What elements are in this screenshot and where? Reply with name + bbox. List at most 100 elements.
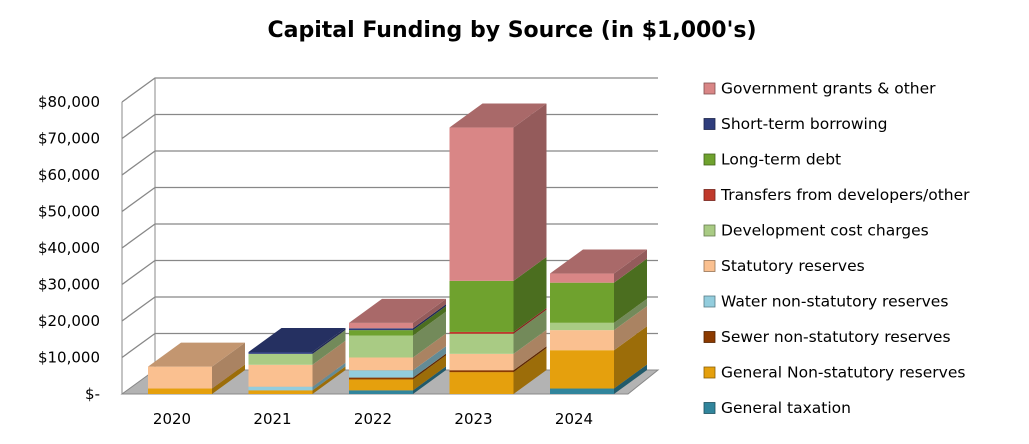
bar-segment	[248, 328, 346, 354]
bar-side	[413, 304, 446, 331]
legend-swatch	[703, 224, 716, 237]
bar-front	[449, 353, 514, 371]
legend-label: General Non-statutory reserves	[721, 364, 965, 382]
legend-item: Sewer non-statutory reserves	[703, 328, 951, 346]
x-tick-label: 2020	[153, 410, 191, 428]
legend-label: Transfers from developers/other	[720, 186, 970, 204]
y-tick-label: $10,000	[38, 349, 100, 367]
bar-side	[513, 256, 547, 332]
x-tick-label: 2022	[354, 410, 392, 428]
bar-front	[550, 322, 614, 331]
bar-segment	[349, 333, 446, 371]
legend-item: Government grants & other	[703, 80, 936, 98]
bar-segment	[349, 355, 446, 391]
bar-side	[413, 306, 446, 336]
bar-segment	[349, 298, 446, 329]
bar-segment	[449, 348, 547, 394]
bar-front	[449, 370, 514, 373]
bar-front	[550, 350, 614, 389]
x-tick-label: 2021	[253, 410, 291, 428]
legend-swatch	[703, 189, 716, 201]
bar-side	[312, 328, 346, 354]
legend-item: Development cost charges	[703, 222, 929, 240]
bar-side	[513, 309, 547, 354]
legend-item: Long-term debt	[703, 151, 841, 169]
bar-front	[550, 330, 614, 351]
bar-side	[312, 340, 346, 387]
x-tick-label: 2024	[555, 410, 593, 428]
bar-stack-2024	[550, 249, 647, 394]
bar-side	[413, 333, 446, 371]
bar-top	[550, 249, 647, 274]
legend-swatch	[703, 295, 716, 308]
gridline	[121, 77, 658, 103]
bar-segment	[550, 298, 647, 331]
x-tick-label: 2023	[454, 410, 492, 428]
legend-label: General taxation	[721, 399, 851, 417]
legend-label: Sewer non-statutory reserves	[721, 328, 951, 346]
bar-front	[349, 370, 413, 378]
bar-front	[449, 280, 514, 332]
legend-label: Development cost charges	[721, 222, 929, 240]
bar-segment	[550, 326, 647, 389]
bar-front	[349, 377, 413, 380]
bar-stack-2021	[248, 328, 346, 394]
bar-segment	[449, 307, 547, 334]
bar-front	[349, 335, 413, 358]
bar-side	[312, 362, 346, 391]
y-tick-label: $50,000	[38, 203, 100, 221]
legend-swatch	[703, 118, 716, 130]
bar-front	[349, 322, 413, 329]
bar-side	[513, 103, 547, 281]
bar-segment	[248, 362, 346, 391]
bar-side	[513, 348, 547, 394]
bar-side	[614, 249, 647, 283]
bar-side	[413, 366, 446, 394]
bar-segment	[349, 311, 446, 358]
legend-item: Short-term borrowing	[703, 115, 888, 133]
gridline	[121, 223, 658, 249]
bar-segment	[550, 258, 647, 323]
bar-front	[349, 390, 413, 394]
x-axis: 2020 2021 2022 2023 2024	[153, 410, 593, 428]
y-tick-label: $-	[85, 385, 100, 403]
bar-side	[614, 326, 647, 389]
bar-segment	[550, 364, 647, 394]
legend-label: Government grants & other	[721, 80, 936, 98]
bar-segment	[349, 366, 446, 394]
bar-top	[349, 298, 446, 323]
bar-front	[449, 331, 514, 334]
bar-stack-2023	[449, 103, 547, 394]
bar-side	[312, 366, 346, 394]
bar-side	[413, 311, 446, 358]
bar-top	[148, 342, 245, 367]
bar-segment	[449, 309, 547, 354]
bar-top	[248, 328, 346, 353]
bar-side	[614, 298, 647, 331]
bar-front	[449, 127, 514, 281]
legend-swatch	[703, 402, 716, 414]
gridline	[121, 186, 658, 213]
y-tick-label: $60,000	[38, 166, 100, 184]
y-tick-label: $20,000	[38, 312, 100, 330]
bar-front	[449, 333, 514, 354]
legend-swatch	[703, 153, 716, 166]
bar-segment	[349, 353, 446, 380]
bar-front	[449, 372, 514, 394]
bar-side	[212, 364, 245, 394]
bar-segment	[449, 346, 547, 373]
bar-side	[413, 353, 446, 380]
bar-side	[614, 306, 647, 351]
bar-side	[312, 329, 346, 365]
legend-item: General taxation	[703, 399, 851, 417]
bar-segment	[248, 329, 346, 365]
bar-side	[614, 258, 647, 323]
bar-front	[349, 330, 413, 336]
gridline	[121, 150, 658, 176]
bar-stack-2020	[148, 342, 245, 394]
legend-swatch	[703, 260, 716, 272]
legend-swatch	[703, 82, 716, 95]
chart-legend: Government grants & other Short-term borr…	[703, 80, 970, 417]
bar-front	[349, 328, 413, 331]
bar-front	[550, 282, 614, 323]
